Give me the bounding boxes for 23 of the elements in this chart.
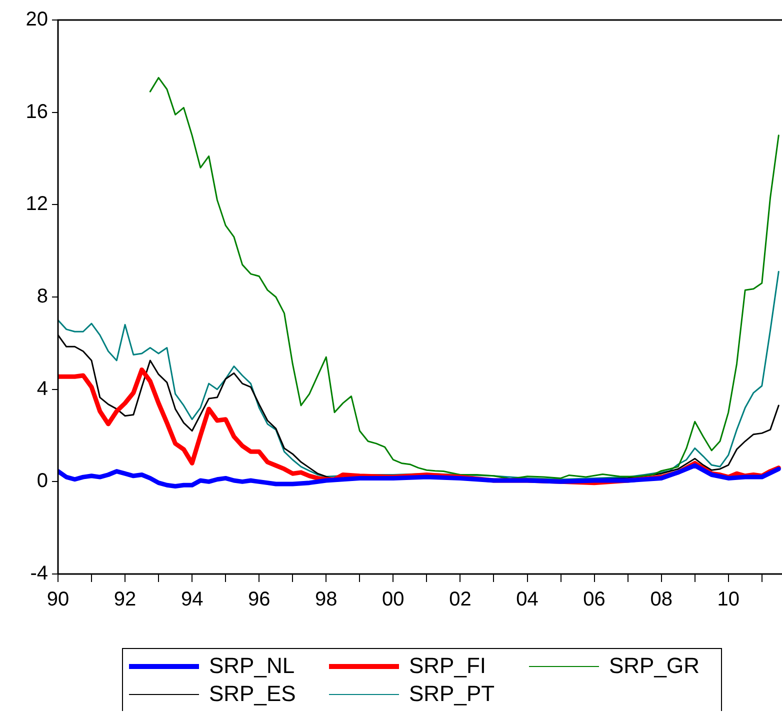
legend-label: SRP_FI: [409, 653, 486, 679]
x-tick-label: 04: [516, 588, 538, 611]
x-tick-label: 02: [449, 588, 472, 611]
x-tick-label: 98: [315, 588, 338, 611]
legend-label: SRP_GR: [609, 653, 700, 679]
y-tick-label: 20: [26, 8, 48, 31]
x-tick-label: 90: [46, 588, 70, 611]
y-tick-label: 0: [36, 470, 48, 492]
x-tick-label: 08: [650, 588, 672, 611]
legend-label: SRP_ES: [209, 681, 296, 707]
legend-label: SRP_NL: [209, 653, 295, 679]
x-tick-label: 96: [248, 588, 270, 611]
y-tick-label: 8: [36, 286, 48, 308]
y-tick-label: 4: [36, 378, 48, 400]
x-tick-label: 06: [583, 588, 606, 611]
y-tick-label: 16: [26, 100, 48, 123]
legend-label: SRP_PT: [409, 681, 495, 707]
x-tick-label: 94: [180, 588, 204, 611]
x-tick-label: 00: [382, 588, 404, 611]
x-tick-label: 92: [114, 588, 136, 611]
x-tick-label: 10: [717, 588, 740, 611]
y-tick-label: -4: [30, 562, 48, 585]
y-tick-label: 12: [26, 193, 48, 216]
